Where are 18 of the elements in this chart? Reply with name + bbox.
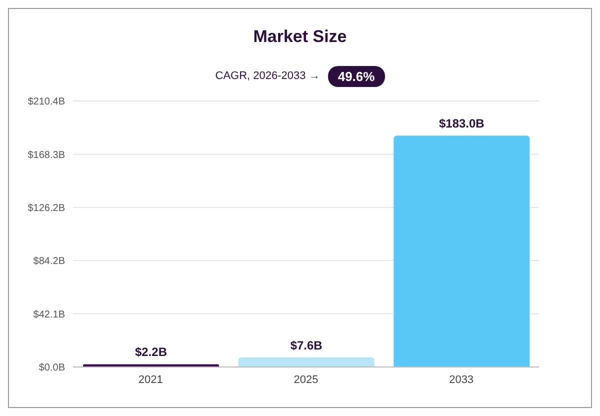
x-tick-label: 2021 <box>138 374 163 386</box>
chart-subtitle: CAGR, 2026-2033 → <box>215 70 320 82</box>
y-tick-label: $126.2B <box>28 203 66 214</box>
y-tick-label: $168.3B <box>28 150 66 161</box>
bar <box>238 357 374 367</box>
text: 49.6% <box>328 66 385 86</box>
y-tick-label: $42.1B <box>33 309 66 320</box>
y-tick-label: $210.4B <box>28 96 66 108</box>
data-label: $7.6B <box>290 338 323 352</box>
data-label: $2.2B <box>134 345 168 360</box>
data-label: $183.0B <box>438 116 485 131</box>
x-tick-label: 2025 <box>294 374 318 386</box>
y-tick-label: $84.2B <box>33 256 66 268</box>
bar <box>394 136 530 367</box>
x-tick-label: 2033 <box>449 374 474 386</box>
bar <box>83 364 219 367</box>
y-tick-label: $0.0B <box>38 362 66 374</box>
chart-title: Market Size <box>252 27 348 48</box>
